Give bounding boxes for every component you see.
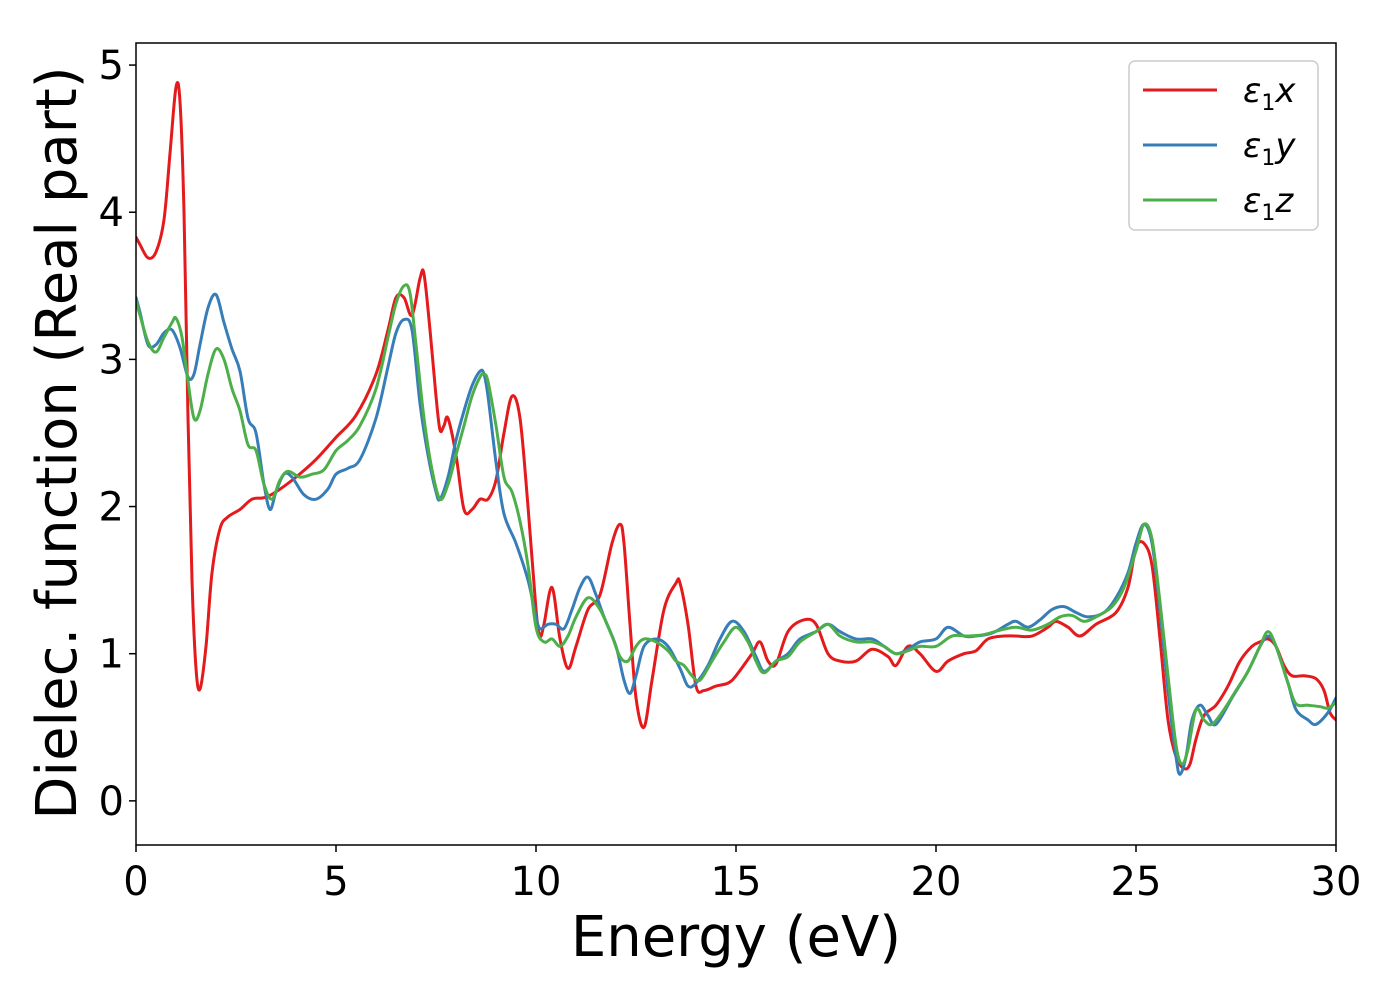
y-tick-label: 5 xyxy=(99,43,124,89)
y-axis-label: Dielec. function (Real part) xyxy=(25,66,90,819)
x-tick-label: 0 xyxy=(123,859,148,905)
y-tick-label: 3 xyxy=(99,337,124,383)
y-tick-label: 1 xyxy=(99,632,124,678)
legend-box xyxy=(1128,60,1319,231)
x-tick-label: 15 xyxy=(711,859,762,905)
y-tick-label: 0 xyxy=(99,779,124,825)
series-layer xyxy=(136,81,1336,776)
x-tick-label: 5 xyxy=(323,859,348,905)
plot-border xyxy=(135,42,1337,846)
legend-label-z: ε1z xyxy=(1243,181,1294,226)
x-axis-label: Energy (eV) xyxy=(571,905,901,970)
y-tick-label: 4 xyxy=(99,190,124,236)
x-tick-label: 30 xyxy=(1311,859,1362,905)
x-tick-label: 20 xyxy=(911,859,962,905)
x-axis-ticks: 0 5 10 15 20 25 30 xyxy=(123,845,1361,905)
x-tick-label: 25 xyxy=(1111,859,1162,905)
series-line-y xyxy=(136,292,1336,776)
x-tick-label: 10 xyxy=(511,859,562,905)
series-line-z xyxy=(136,283,1336,766)
y-tick-label: 2 xyxy=(99,485,124,531)
legend: ε1x ε1y ε1z xyxy=(1128,60,1319,231)
y-axis-ticks: 0 1 2 3 4 5 xyxy=(99,43,136,825)
legend-label-x: ε1x xyxy=(1243,71,1296,116)
legend-label-y: ε1y xyxy=(1243,126,1296,171)
